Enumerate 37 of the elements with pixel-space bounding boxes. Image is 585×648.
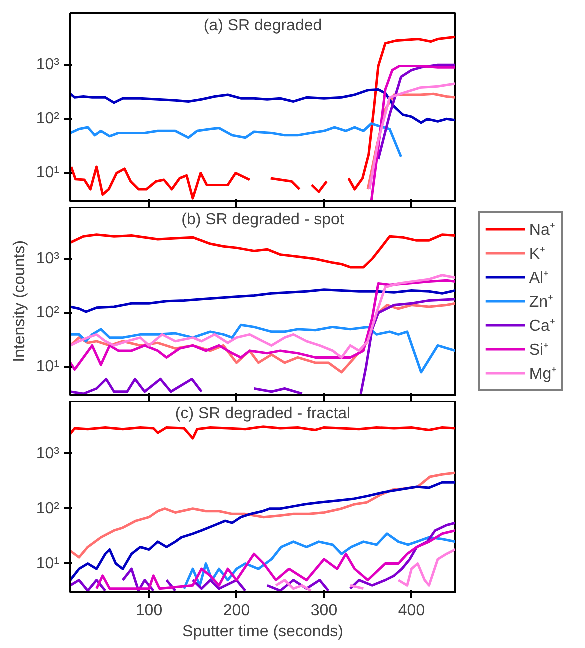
legend-label: Al⁺ bbox=[529, 269, 550, 288]
y-tick-label: 10² bbox=[36, 304, 60, 322]
line-series bbox=[70, 274, 456, 359]
y-tick-label: 10² bbox=[36, 500, 60, 518]
line-series bbox=[70, 122, 402, 158]
x-axis-title: Sputter time (seconds) bbox=[182, 624, 344, 640]
line-series bbox=[70, 426, 456, 440]
y-tick-label: 10¹ bbox=[36, 555, 60, 572]
line-series bbox=[70, 279, 456, 371]
chart-title: (b) SR degraded - spot bbox=[182, 212, 345, 228]
y-tick-label: 10¹ bbox=[36, 164, 60, 182]
chart-title: (a) SR degraded bbox=[204, 18, 322, 34]
chart-title: (c) SR degraded - fractal bbox=[175, 406, 351, 422]
x-tick-label: 200 bbox=[223, 602, 250, 620]
y-tick-label: 10¹ bbox=[36, 358, 60, 376]
line-series bbox=[70, 88, 456, 124]
legend-label: Si⁺ bbox=[529, 341, 550, 360]
line-series bbox=[70, 234, 456, 269]
x-tick-label: 400 bbox=[398, 602, 426, 620]
y-tick-label: 10³ bbox=[36, 56, 60, 74]
y-tick-label: 10³ bbox=[36, 250, 60, 268]
line-series bbox=[377, 64, 456, 161]
x-tick-label: 100 bbox=[136, 602, 163, 620]
line-series bbox=[96, 529, 456, 590]
legend-label: Na⁺ bbox=[529, 221, 555, 240]
y-tick-label: 10² bbox=[36, 110, 60, 128]
legend-label: Ca⁺ bbox=[529, 317, 555, 336]
line-series bbox=[183, 532, 456, 590]
line-series bbox=[70, 288, 456, 314]
x-tick-label: 300 bbox=[310, 602, 338, 620]
legend-label: Mg⁺ bbox=[529, 365, 557, 384]
legend-label: Zn⁺ bbox=[529, 293, 554, 312]
y-tick-label: 10³ bbox=[36, 445, 60, 462]
y-axis-title: Intensity (counts) bbox=[11, 240, 28, 362]
legend-label: K⁺ bbox=[529, 245, 546, 264]
line-series bbox=[70, 324, 456, 374]
line-series bbox=[70, 481, 456, 582]
